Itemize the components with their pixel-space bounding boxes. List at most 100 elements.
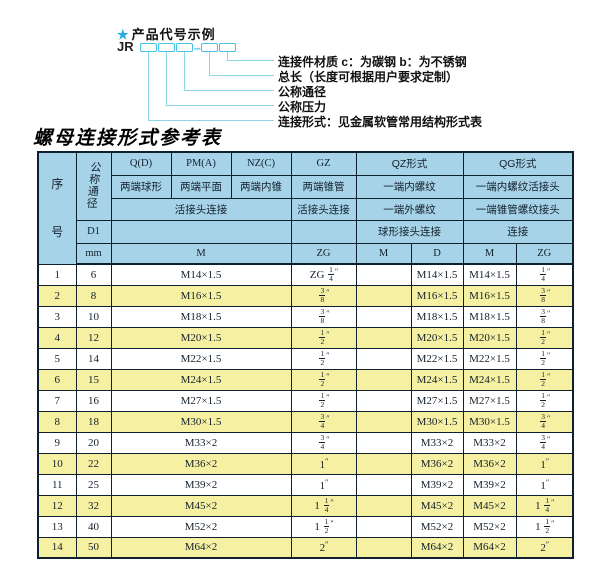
cell-seq: 14 xyxy=(37,536,77,559)
cell-qg-m: M20×1.5 xyxy=(462,326,517,349)
header-qg-taper-joint: 一端锥管螺纹接头 xyxy=(462,197,574,221)
cell-dn: 14 xyxy=(75,347,112,370)
cell-qz-m xyxy=(355,494,412,517)
cell-dn: 15 xyxy=(75,368,112,391)
cell-gz: 1 2 ″ xyxy=(290,389,357,412)
cell-seq: 13 xyxy=(37,515,77,538)
cell-seq: 11 xyxy=(37,473,77,496)
header-gz-union-connect: 活接头连接 xyxy=(290,197,357,221)
product-code-diagram: ★ 产品代号示例 JR – 连接件材质 c：为碳钢 b：为不锈钢 总长（长度可根据… xyxy=(0,0,600,150)
cell-qz-d: M18×1.5 xyxy=(410,305,464,328)
header-gz-desc: 两端锥管 xyxy=(290,174,357,199)
connector-line-5h xyxy=(148,120,274,121)
cell-qz-d: M27×1.5 xyxy=(410,389,464,412)
cell-qz-m xyxy=(355,368,412,391)
cell-gz: 1 2 ″ xyxy=(290,347,357,370)
cell-gz: ZG 1 4 ″ xyxy=(290,263,357,286)
code-box-5 xyxy=(219,43,236,52)
connector-line-3h xyxy=(184,90,274,91)
cell-m-thread: M20×1.5 xyxy=(110,326,292,349)
cell-qz-d: M36×2 xyxy=(410,452,464,475)
table-row: 11 25 M39×2 1″ M39×2 M39×2 1″ xyxy=(37,473,574,496)
cell-qg-m: M64×2 xyxy=(462,536,517,559)
connector-line-2 xyxy=(209,52,210,75)
cell-gz: 3 4 ″ xyxy=(290,410,357,433)
header-qz-external-thread: 一端外螺纹 xyxy=(355,197,464,221)
cell-qz-d: M22×1.5 xyxy=(410,347,464,370)
cell-qz-m xyxy=(355,410,412,433)
header-unit-d: D xyxy=(410,242,464,265)
code-prefix: JR xyxy=(117,39,134,54)
code-box-2 xyxy=(158,43,175,52)
header-pma-desc: 两端平面 xyxy=(170,174,232,199)
diagram-heading-text: 产品代号示例 xyxy=(131,27,216,42)
cell-qz-m xyxy=(355,347,412,370)
cell-qz-d: M20×1.5 xyxy=(410,326,464,349)
label-nominal-pressure: 公称压力 xyxy=(278,100,327,114)
cell-dn: 32 xyxy=(75,494,112,517)
cell-qg-m: M22×1.5 xyxy=(462,347,517,370)
cell-dn: 25 xyxy=(75,473,112,496)
header-qz-ball-connect: 球形接头连接 xyxy=(355,219,464,244)
code-box-3 xyxy=(176,43,193,52)
cell-gz: 1 2 ″ xyxy=(290,326,357,349)
table-row: 3 10 M18×1.5 3 8 ″ M18×1.5 M18×1.5 3 8 ″ xyxy=(37,305,574,328)
cell-qz-d: M33×2 xyxy=(410,431,464,454)
cell-gz: 3 8 ″ xyxy=(290,284,357,307)
cell-seq: 2 xyxy=(37,284,77,307)
cell-qz-d: M52×2 xyxy=(410,515,464,538)
cell-qz-m xyxy=(355,389,412,412)
cell-m-thread: M45×2 xyxy=(110,494,292,517)
cell-qz-m xyxy=(355,305,412,328)
cell-qz-d: M45×2 xyxy=(410,494,464,517)
cell-qg-zg: 3 4 ″ xyxy=(515,431,574,454)
cell-qg-zg: 1″ xyxy=(515,452,574,475)
cell-seq: 10 xyxy=(37,452,77,475)
label-material: 连接件材质 c：为碳钢 b：为不锈钢 xyxy=(278,55,467,69)
cell-qg-m: M36×2 xyxy=(462,452,517,475)
cell-qg-m: M14×1.5 xyxy=(462,263,517,286)
header-blank-m xyxy=(110,219,292,244)
cell-dn: 8 xyxy=(75,284,112,307)
cell-qg-zg: 1 2 ″ xyxy=(515,326,574,349)
cell-qg-zg: 1 2 ″ xyxy=(515,389,574,412)
star-icon: ★ xyxy=(117,27,130,42)
cell-dn: 6 xyxy=(75,263,112,286)
code-box-4 xyxy=(201,43,218,52)
connector-line-4h xyxy=(166,105,274,106)
cell-gz: 1″ xyxy=(290,473,357,496)
label-nominal-diameter: 公称通径 xyxy=(278,85,327,99)
cell-gz: 2″ xyxy=(290,536,357,559)
table-row: 7 16 M27×1.5 1 2 ″ M27×1.5 M27×1.5 1 2 ″ xyxy=(37,389,574,412)
cell-qg-m: M24×1.5 xyxy=(462,368,517,391)
cell-m-thread: M30×1.5 xyxy=(110,410,292,433)
cell-dn: 16 xyxy=(75,389,112,412)
connector-line-4 xyxy=(166,52,167,105)
cell-gz: 1″ xyxy=(290,452,357,475)
diagram-heading: ★ 产品代号示例 xyxy=(117,24,216,43)
table-row: 5 14 M22×1.5 1 2 ″ M22×1.5 M22×1.5 1 2 ″ xyxy=(37,347,574,370)
cell-qg-m: M33×2 xyxy=(462,431,517,454)
header-blank-gz xyxy=(290,219,357,244)
table-row: 8 18 M30×1.5 3 4 ″ M30×1.5 M30×1.5 3 4 ″ xyxy=(37,410,574,433)
cell-seq: 1 xyxy=(37,263,77,286)
cell-dn: 12 xyxy=(75,326,112,349)
cell-m-thread: M24×1.5 xyxy=(110,368,292,391)
cell-m-thread: M16×1.5 xyxy=(110,284,292,307)
cell-qg-m: M45×2 xyxy=(462,494,517,517)
table-row: 2 8 M16×1.5 3 8 ″ M16×1.5 M16×1.5 3 8 ″ xyxy=(37,284,574,307)
cell-qg-m: M30×1.5 xyxy=(462,410,517,433)
cell-qg-m: M52×2 xyxy=(462,515,517,538)
cell-qg-zg: 1 1 4 ″ xyxy=(515,494,574,517)
header-form-gz: GZ xyxy=(290,151,357,176)
cell-seq: 7 xyxy=(37,389,77,412)
cell-m-thread: M33×2 xyxy=(110,431,292,454)
header-form-qg: QG形式 xyxy=(462,151,574,176)
code-dash: – xyxy=(194,41,201,55)
header-nzc-desc: 两端内锥 xyxy=(230,174,292,199)
cell-dn: 18 xyxy=(75,410,112,433)
cell-gz: 3 4 ″ xyxy=(290,431,357,454)
cell-m-thread: M22×1.5 xyxy=(110,347,292,370)
cell-dn: 50 xyxy=(75,536,112,559)
cell-seq: 3 xyxy=(37,305,77,328)
